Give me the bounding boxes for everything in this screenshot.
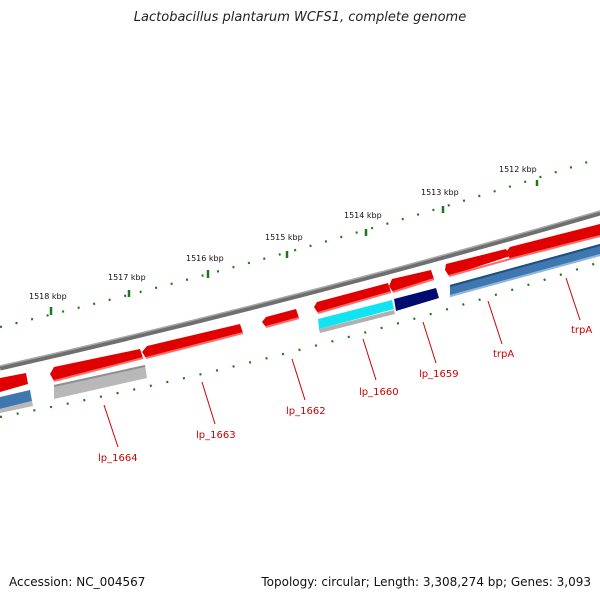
label-leaders bbox=[103, 277, 581, 448]
genome-stats-label: Topology: circular; Length: 3,308,274 bp… bbox=[261, 575, 591, 589]
feature-lp1660-highlight bbox=[318, 300, 394, 329]
gene-labels: trpA trpA lp_1659 lp_1660 lp_1662 lp_166… bbox=[98, 325, 592, 464]
inner-dotted-ruler bbox=[0, 260, 600, 419]
genome-backbone-highlight bbox=[0, 210, 600, 367]
kbp-label-1516: 1516 kbp bbox=[186, 254, 224, 263]
feature-trpA-2-forward bbox=[506, 224, 600, 259]
gene-label-lp1662: lp_1662 bbox=[286, 406, 326, 417]
forward-features bbox=[0, 224, 600, 392]
gene-label-trpA-2: trpA bbox=[571, 325, 592, 336]
kbp-label-1515: 1515 kbp bbox=[265, 233, 303, 242]
leader-lp1659 bbox=[422, 321, 437, 364]
leader-lp1660 bbox=[362, 338, 377, 381]
leader-trpA-2 bbox=[565, 277, 581, 321]
feature-lp1660-forward bbox=[314, 283, 391, 313]
kbp-label-1512: 1512 kbp bbox=[499, 165, 537, 174]
kbp-label-1513: 1513 kbp bbox=[421, 188, 459, 197]
feature-lp1662-forward bbox=[262, 309, 299, 327]
reverse-features bbox=[0, 244, 600, 413]
feature-lp1659-forward bbox=[389, 270, 434, 292]
accession-label: Accession: NC_004567 bbox=[9, 575, 146, 589]
leader-lp1662 bbox=[291, 358, 306, 401]
gene-label-trpA-1: trpA bbox=[493, 349, 514, 360]
feature-lp1659-highlight bbox=[394, 288, 439, 311]
outer-dotted-ruler bbox=[0, 156, 600, 329]
feature-lp1663-forward bbox=[142, 324, 243, 358]
leader-trpA-1 bbox=[487, 300, 503, 345]
feature-edge-reverse bbox=[0, 390, 32, 409]
gene-label-lp1659: lp_1659 bbox=[419, 369, 459, 380]
feature-lp1660-pseudo bbox=[319, 310, 395, 333]
gene-label-lp1663: lp_1663 bbox=[196, 430, 236, 441]
feature-edge-pseudo bbox=[0, 401, 33, 413]
gene-label-lp1664: lp_1664 bbox=[98, 453, 138, 464]
kbp-label-1517: 1517 kbp bbox=[108, 273, 146, 282]
kbp-label-1514: 1514 kbp bbox=[344, 211, 382, 220]
feature-trpA-1-forward bbox=[445, 249, 510, 276]
map-title: Lactobacillus plantarum WCFS1, complete … bbox=[133, 10, 467, 25]
leader-lp1663 bbox=[201, 381, 216, 425]
genome-backbone bbox=[0, 210, 600, 371]
gene-label-lp1660: lp_1660 bbox=[359, 387, 399, 398]
kbp-labels: 1512 kbp 1513 kbp 1514 kbp 1515 kbp 1516… bbox=[29, 165, 537, 301]
feature-trpA-reverse bbox=[450, 244, 600, 297]
feature-lp1664-pseudo bbox=[54, 365, 147, 399]
feature-lp1664-forward bbox=[50, 349, 143, 381]
kbp-label-1518: 1518 kbp bbox=[29, 292, 67, 301]
major-ticks bbox=[49, 180, 539, 315]
feature-edge-forward bbox=[0, 373, 28, 392]
leader-lp1664 bbox=[103, 404, 119, 448]
